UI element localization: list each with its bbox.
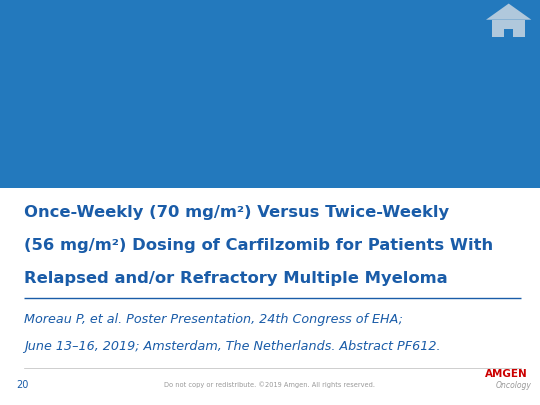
Polygon shape <box>486 4 531 20</box>
Text: June 13–16, 2019; Amsterdam, The Netherlands. Abstract PF612.: June 13–16, 2019; Amsterdam, The Netherl… <box>24 340 441 353</box>
Text: 20: 20 <box>16 380 29 390</box>
Text: Once-Weekly (70 mg/m²) Versus Twice-Weekly: Once-Weekly (70 mg/m²) Versus Twice-Week… <box>24 205 449 220</box>
Text: Moreau P, et al. Poster Presentation, 24th Congress of EHA;: Moreau P, et al. Poster Presentation, 24… <box>24 313 403 326</box>
Text: Relapsed and/or Refractory Multiple Myeloma: Relapsed and/or Refractory Multiple Myel… <box>24 271 448 286</box>
Text: AMGEN: AMGEN <box>485 369 528 379</box>
Text: (56 mg/m²) Dosing of Carfilzomib for Patients With: (56 mg/m²) Dosing of Carfilzomib for Pat… <box>24 238 494 253</box>
Text: Oncology: Oncology <box>496 381 532 390</box>
Text: Do not copy or redistribute. ©2019 Amgen. All rights reserved.: Do not copy or redistribute. ©2019 Amgen… <box>165 382 375 388</box>
FancyBboxPatch shape <box>0 0 540 188</box>
FancyBboxPatch shape <box>504 29 513 37</box>
FancyBboxPatch shape <box>492 20 525 37</box>
